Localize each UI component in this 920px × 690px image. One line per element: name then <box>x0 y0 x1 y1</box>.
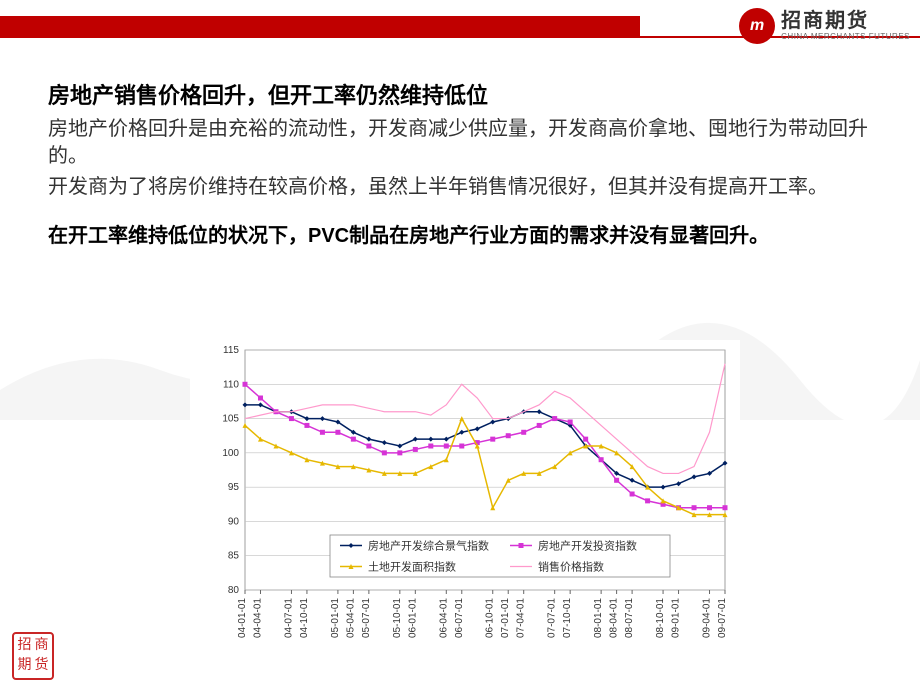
logo-icon: m <box>739 8 775 44</box>
svg-text:08-01-01: 08-01-01 <box>593 598 604 638</box>
svg-text:06-01-01: 06-01-01 <box>407 598 418 638</box>
svg-text:房地产开发投资指数: 房地产开发投资指数 <box>538 539 637 553</box>
content-block: 房地产销售价格回升，但开工率仍然维持低位 房地产价格回升是由充裕的流动性，开发商… <box>0 38 920 250</box>
svg-text:09-04-01: 09-04-01 <box>702 598 713 638</box>
svg-text:房地产开发综合景气指数: 房地产开发综合景气指数 <box>368 539 489 553</box>
svg-text:08-07-01: 08-07-01 <box>624 598 635 638</box>
brand-name-en: CHINA MERCHANTS FUTURES <box>781 33 910 41</box>
company-seal-icon: 招商 期货 <box>12 632 54 680</box>
svg-text:05-01-01: 05-01-01 <box>330 598 341 638</box>
svg-text:09-07-01: 09-07-01 <box>717 598 728 638</box>
svg-text:110: 110 <box>223 379 239 390</box>
svg-text:100: 100 <box>222 448 239 459</box>
svg-text:07-01-01: 07-01-01 <box>500 598 511 638</box>
svg-text:05-04-01: 05-04-01 <box>345 598 356 638</box>
svg-text:115: 115 <box>223 345 239 356</box>
paragraph-1: 房地产价格回升是由充裕的流动性，开发商减少供应量，开发商高价拿地、囤地行为带动回… <box>48 116 872 170</box>
svg-text:08-04-01: 08-04-01 <box>609 598 620 638</box>
paragraph-2: 开发商为了将房价维持在较高价格，虽然上半年销售情况很好，但其并没有提高开工率。 <box>48 174 872 201</box>
svg-text:土地开发面积指数: 土地开发面积指数 <box>368 560 456 574</box>
svg-text:06-07-01: 06-07-01 <box>454 598 465 638</box>
svg-text:95: 95 <box>228 482 240 493</box>
svg-text:04-10-01: 04-10-01 <box>299 598 310 638</box>
svg-text:05-10-01: 05-10-01 <box>392 598 403 638</box>
svg-text:90: 90 <box>228 516 240 527</box>
svg-text:04-01-01: 04-01-01 <box>237 598 248 638</box>
svg-text:06-10-01: 06-10-01 <box>485 598 496 638</box>
svg-text:04-04-01: 04-04-01 <box>252 598 263 638</box>
svg-text:105: 105 <box>222 414 239 425</box>
brand-logo: m 招商期货 CHINA MERCHANTS FUTURES <box>739 8 910 44</box>
svg-text:05-07-01: 05-07-01 <box>361 598 372 638</box>
svg-text:09-01-01: 09-01-01 <box>671 598 682 638</box>
brand-name-cn: 招商期货 <box>781 11 910 31</box>
svg-text:07-07-01: 07-07-01 <box>547 598 558 638</box>
svg-text:04-07-01: 04-07-01 <box>283 598 294 638</box>
svg-text:07-04-01: 07-04-01 <box>516 598 527 638</box>
header: m 招商期货 CHINA MERCHANTS FUTURES <box>0 0 920 38</box>
section-title: 房地产销售价格回升，但开工率仍然维持低位 <box>48 78 872 110</box>
svg-text:80: 80 <box>228 585 240 596</box>
svg-text:08-10-01: 08-10-01 <box>655 598 666 638</box>
paragraph-3: 在开工率维持低位的状况下，PVC制品在房地产行业方面的需求并没有显著回升。 <box>48 223 872 250</box>
line-chart: 80 85 90 95 100 105 110 115 04-01-01 04-04-01 04-0… <box>190 340 740 675</box>
svg-text:07-10-01: 07-10-01 <box>562 598 573 638</box>
svg-text:06-04-01: 06-04-01 <box>438 598 449 638</box>
svg-text:85: 85 <box>228 551 240 562</box>
header-red-bar <box>0 16 640 38</box>
svg-text:销售价格指数: 销售价格指数 <box>538 560 604 574</box>
